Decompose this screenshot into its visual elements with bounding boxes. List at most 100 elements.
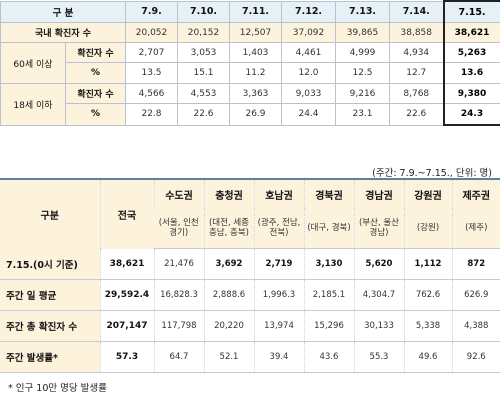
period-unit-note: (주간: 7.9.~7.15., 단위: 명) — [372, 168, 492, 179]
cell: 15.1 — [177, 62, 231, 84]
cell: 22.6 — [389, 103, 445, 126]
cell-highlighted: 5,263 — [442, 42, 500, 63]
row-label: % — [64, 62, 127, 84]
cell: 2,719 — [253, 248, 304, 280]
cell: 12.5 — [335, 62, 391, 84]
region-sub-header: (부산, 울산 경남) — [353, 208, 404, 249]
regional-cases-table: 구분 전국 수도권 충청권 호남권 경북권 경남권 강원권 제주권 (서울, 인… — [0, 178, 500, 373]
table-row: 주간 총 확진자 수 207,147 117,798 20,220 13,974… — [0, 310, 500, 342]
region-sub-header: (강원) — [403, 208, 452, 249]
region-header: 제주권 — [451, 179, 500, 208]
footnote: * 인구 10만 명당 발생률 — [8, 383, 107, 394]
header-label: 구 분 — [0, 0, 127, 23]
date-header: 7.11. — [229, 0, 283, 23]
row-label: % — [64, 103, 127, 126]
total-cell: 38,621 — [99, 248, 154, 280]
domestic-row: 국내 확진자 수 20,052 20,152 12,507 37,092 39,… — [0, 22, 500, 43]
region-header: 수도권 — [153, 179, 204, 208]
cell-highlighted: 13.6 — [442, 62, 500, 84]
cell: 22.6 — [177, 103, 231, 126]
table-row: 주간 발생률* 57.3 64.7 52.1 39.4 43.6 55.3 49… — [0, 341, 500, 373]
cell: 12,507 — [229, 22, 283, 43]
age60-pct-row: % 13.5 15.1 11.2 12.0 12.5 12.7 13.6 — [1, 62, 500, 84]
region-sub-header: (제주) — [451, 208, 500, 249]
cell: 12.0 — [281, 62, 337, 84]
cell: 38,858 — [389, 22, 445, 43]
cell: 21,476 — [153, 248, 204, 280]
cell: 1,403 — [229, 42, 283, 63]
region-sub-header: (대구, 경북) — [303, 208, 354, 249]
cell: 3,692 — [203, 248, 254, 280]
row-label: 주간 총 확진자 수 — [0, 310, 100, 342]
cell: 4,461 — [281, 42, 337, 63]
table-row: 주간 일 평균 29,592.4 16,828.3 2,888.6 1,996.… — [0, 279, 500, 311]
cell: 16,828.3 — [153, 279, 204, 311]
cell: 22.8 — [125, 103, 179, 126]
cell: 4,388 — [451, 310, 500, 342]
age18-pct-row: % 22.8 22.6 26.9 24.4 23.1 22.6 24.3 — [1, 103, 500, 126]
cell: 13,974 — [253, 310, 304, 342]
cell: 13.5 — [125, 62, 179, 84]
cell: 762.6 — [403, 279, 452, 311]
cell: 55.3 — [353, 341, 404, 373]
header-row: 구 분 7.9. 7.10. 7.11. 7.12. 7.13. 7.14. 7… — [0, 0, 500, 23]
cell: 3,363 — [229, 83, 283, 104]
row-label: 주간 일 평균 — [0, 279, 100, 311]
region-header: 호남권 — [253, 179, 304, 208]
cell: 92.6 — [451, 341, 500, 373]
cell: 20,152 — [177, 22, 231, 43]
table-row: 7.15.(0시 기준) 38,621 21,476 3,692 2,719 3… — [0, 248, 500, 280]
group-label: 18세 이하 — [0, 83, 66, 126]
cell: 4,566 — [125, 83, 179, 104]
cell: 37,092 — [281, 22, 337, 43]
cell: 24.4 — [281, 103, 337, 126]
cell: 5,338 — [403, 310, 452, 342]
age60-count-row: 60세 이상 확진자 수 2,707 3,053 1,403 4,461 4,9… — [0, 42, 500, 84]
cell: 20,052 — [125, 22, 179, 43]
cell: 4,999 — [335, 42, 391, 63]
total-header: 전국 — [99, 179, 154, 249]
region-sub-header-row: (서울, 인천 경기) (대전, 세종 충남, 충북) (광주, 전남, 전북)… — [0, 208, 500, 249]
total-cell: 29,592.4 — [99, 279, 154, 311]
cell: 872 — [451, 248, 500, 280]
group-label: 60세 이상 — [0, 42, 66, 84]
cell: 39,865 — [335, 22, 391, 43]
cell: 49.6 — [403, 341, 452, 373]
cell-highlighted: 38,621 — [442, 22, 500, 43]
cell: 2,707 — [125, 42, 179, 63]
cell: 2,185.1 — [303, 279, 354, 311]
cell: 4,553 — [177, 83, 231, 104]
date-header: 7.12. — [281, 0, 337, 23]
cell: 20,220 — [203, 310, 254, 342]
cell-highlighted: 24.3 — [442, 103, 500, 126]
row-label: 확진자 수 — [64, 42, 127, 63]
cell: 9,216 — [335, 83, 391, 104]
cell: 1,996.3 — [253, 279, 304, 311]
cell: 5,620 — [353, 248, 404, 280]
total-cell: 57.3 — [99, 341, 154, 373]
date-header: 7.9. — [125, 0, 179, 23]
row-label: 주간 발생률* — [0, 341, 100, 373]
cell: 4,934 — [389, 42, 445, 63]
cell: 3,130 — [303, 248, 354, 280]
cell: 2,888.6 — [203, 279, 254, 311]
cell: 39.4 — [253, 341, 304, 373]
total-cell: 207,147 — [99, 310, 154, 342]
date-header-highlighted: 7.15. — [442, 0, 500, 23]
date-header: 7.13. — [335, 0, 391, 23]
category-header: 구분 — [0, 179, 100, 249]
region-header: 경남권 — [353, 179, 404, 208]
cell: 8,768 — [389, 83, 445, 104]
cell: 4,304.7 — [353, 279, 404, 311]
cell-highlighted: 9,380 — [442, 83, 500, 104]
cell: 26.9 — [229, 103, 283, 126]
region-header-row: 구분 전국 수도권 충청권 호남권 경북권 경남권 강원권 제주권 — [0, 179, 500, 249]
region-header: 충청권 — [203, 179, 254, 208]
cell: 43.6 — [303, 341, 354, 373]
cell: 12.7 — [389, 62, 445, 84]
date-header: 7.10. — [177, 0, 231, 23]
cell: 1,112 — [403, 248, 452, 280]
age18-count-row: 18세 이하 확진자 수 4,566 4,553 3,363 9,033 9,2… — [0, 83, 500, 126]
row-label: 국내 확진자 수 — [0, 22, 127, 43]
cell: 626.9 — [451, 279, 500, 311]
